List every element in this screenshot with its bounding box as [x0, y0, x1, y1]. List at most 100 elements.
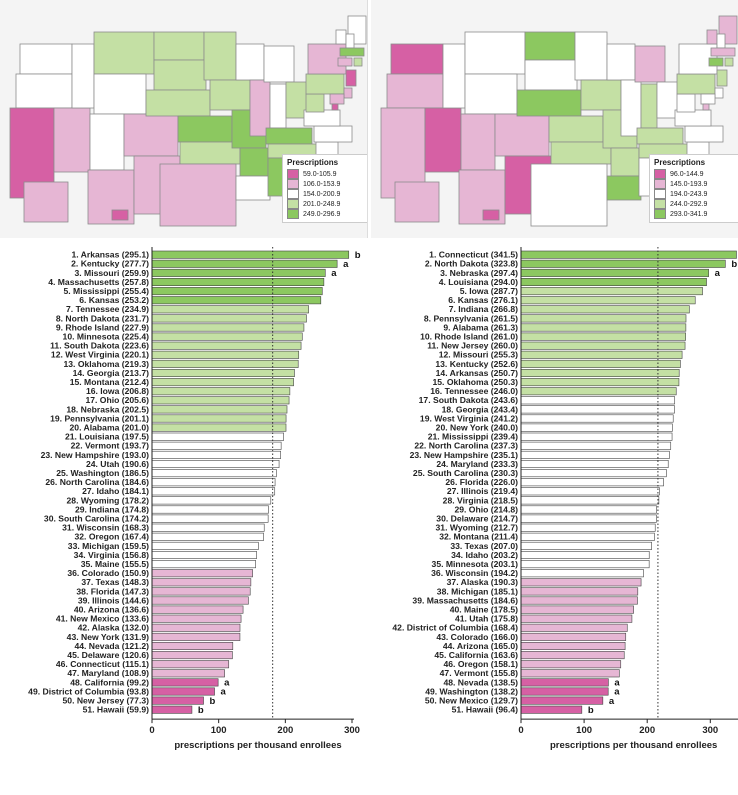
bar-indiana: [520, 305, 690, 314]
state-hawaii: Hawaii: [482, 209, 500, 221]
state-new-hampshire: New Hampshire: [716, 33, 726, 49]
citalopram-legend: Prescriptions 59.0-105.9 106.0-153.9 154…: [282, 154, 367, 223]
state-minnesota: Minnesota: [574, 31, 608, 81]
bar-alabama: [520, 323, 687, 332]
bar-district-of-columbia: [520, 623, 628, 632]
state-colorado: Colorado: [494, 113, 550, 157]
citalopram-map-panel: citalopram WashingtonOregonCaliforniaNev…: [0, 0, 368, 238]
category-label: 10. Minnesota (225.4): [63, 332, 150, 342]
x-tick-label: 300: [344, 725, 360, 736]
category-label: 9. Alabama (261.3): [443, 322, 518, 332]
state-delaware: Delaware: [714, 87, 724, 99]
bar-kentucky: [151, 259, 338, 268]
state-iowa: Iowa: [580, 79, 622, 111]
state-colorado: Colorado: [123, 113, 179, 157]
significance-annotation: a: [221, 687, 227, 698]
state-maryland: Maryland: [329, 93, 345, 105]
bar-oklahoma: [520, 378, 680, 387]
state-nevada: Nevada: [424, 107, 462, 173]
category-label: 50. New Jersey (77.3): [63, 696, 150, 706]
category-label: 12. West Virginia (220.1): [51, 350, 149, 360]
state-iowa: Iowa: [209, 79, 251, 111]
category-label: 39. Massachusetts (184.6): [412, 595, 518, 605]
bar-connecticut: [520, 250, 737, 259]
bar-nevada: [151, 641, 234, 650]
legend-range-label: 154.0-200.9: [303, 190, 341, 198]
x-tick-label: 100: [211, 725, 227, 736]
bar-arkansas: [151, 250, 350, 259]
bar-massachusetts: [151, 277, 325, 286]
category-label: 28. Wyoming (178.2): [67, 495, 150, 505]
category-label: 28. Virginia (218.5): [443, 495, 518, 505]
significance-annotation: a: [609, 696, 615, 707]
category-label: 7. Tennessee (234.9): [66, 304, 149, 314]
legend-row: 96.0-144.9: [654, 169, 734, 179]
bar-oregon: [520, 660, 622, 669]
category-label: 14. Georgia (213.7): [73, 368, 150, 378]
state-wyoming: Wyoming: [93, 73, 147, 115]
significance-annotation: b: [588, 705, 594, 716]
state-kentucky: Kentucky: [636, 127, 684, 145]
category-label: 1. Connecticut (341.5): [429, 250, 518, 260]
category-label: 49. Washington (138.2): [425, 686, 518, 696]
bar-minnesota: [151, 332, 303, 341]
bar-new-hampshire: [520, 450, 670, 459]
category-label: 47. Vermont (155.8): [440, 668, 518, 678]
bar-delaware: [520, 514, 657, 523]
escitalopram-ranked-bar-chart: 1. Connecticut (341.5) b 2. North Dakota (…: [392, 247, 738, 751]
significance-annotation: b: [198, 705, 204, 716]
bar-rhode-island: [520, 332, 686, 341]
state-oklahoma: Oklahoma: [179, 141, 241, 165]
category-label: 14. Arkansas (250.7): [436, 368, 518, 378]
significance-annotation: b: [355, 250, 361, 261]
bar-arkansas: [520, 369, 680, 378]
category-label: 49. District of Columbia (93.8): [28, 686, 149, 696]
bar-west-virginia: [151, 350, 300, 359]
bar-louisiana: [520, 277, 707, 286]
bar-massachusetts: [520, 596, 638, 605]
category-label: 19. West Virginia (241.2): [420, 413, 518, 423]
bar-virginia: [151, 550, 257, 559]
bar-illinois: [520, 487, 660, 496]
bar-south-dakota: [151, 341, 302, 350]
bar-iowa: [151, 387, 291, 396]
bar-north-carolina: [151, 478, 276, 487]
bar-oklahoma: [151, 359, 299, 368]
state-connecticut: Connecticut: [337, 57, 353, 67]
state-wyoming: Wyoming: [464, 73, 518, 115]
category-label: 38. Florida (147.3): [76, 586, 149, 596]
bar-idaho: [520, 550, 650, 559]
category-label: 4. Massachusetts (257.8): [48, 277, 149, 287]
state-texas: Texas: [530, 163, 608, 227]
category-label: 5. Mississippi (255.4): [64, 286, 150, 296]
bar-new-jersey: [151, 696, 204, 705]
bar-mississippi: [151, 287, 323, 296]
legend-row: 201.0-248.9: [287, 199, 363, 209]
category-label: 39. Illinois (144.6): [78, 595, 149, 605]
bar-utah: [151, 460, 280, 469]
state-utah: Utah: [89, 113, 125, 171]
bar-colorado: [520, 632, 627, 641]
bar-new-york: [520, 423, 673, 432]
state-vermont: Vermont: [706, 29, 718, 45]
category-label: 24. Utah (190.6): [86, 459, 149, 469]
bar-florida: [520, 478, 664, 487]
category-label: 31. Wisconsin (168.3): [62, 523, 149, 533]
state-alaska: Alaska: [394, 181, 440, 223]
legend-range-label: 249.0-296.9: [303, 210, 341, 218]
state-west-virginia: West Virginia: [676, 93, 696, 113]
bar-rhode-island: [151, 323, 305, 332]
category-label: 40. Arizona (136.6): [74, 605, 149, 615]
bar-idaho: [151, 487, 276, 496]
category-label: 21. Louisiana (197.5): [65, 432, 149, 442]
category-label: 17. South Dakota (243.6): [419, 395, 518, 405]
category-label: 44. Arizona (165.0): [443, 641, 518, 651]
state-new-jersey: New Jersey: [716, 69, 728, 87]
bar-arizona: [151, 605, 244, 614]
category-label: 18. Georgia (243.4): [442, 404, 519, 414]
category-label: 20. Alabama (201.0): [70, 423, 150, 433]
state-illinois: Illinois: [249, 79, 271, 137]
state-montana: Montana: [93, 31, 155, 75]
category-label: 15. Oklahoma (250.3): [432, 377, 518, 387]
state-hawaii: Hawaii: [111, 209, 129, 221]
